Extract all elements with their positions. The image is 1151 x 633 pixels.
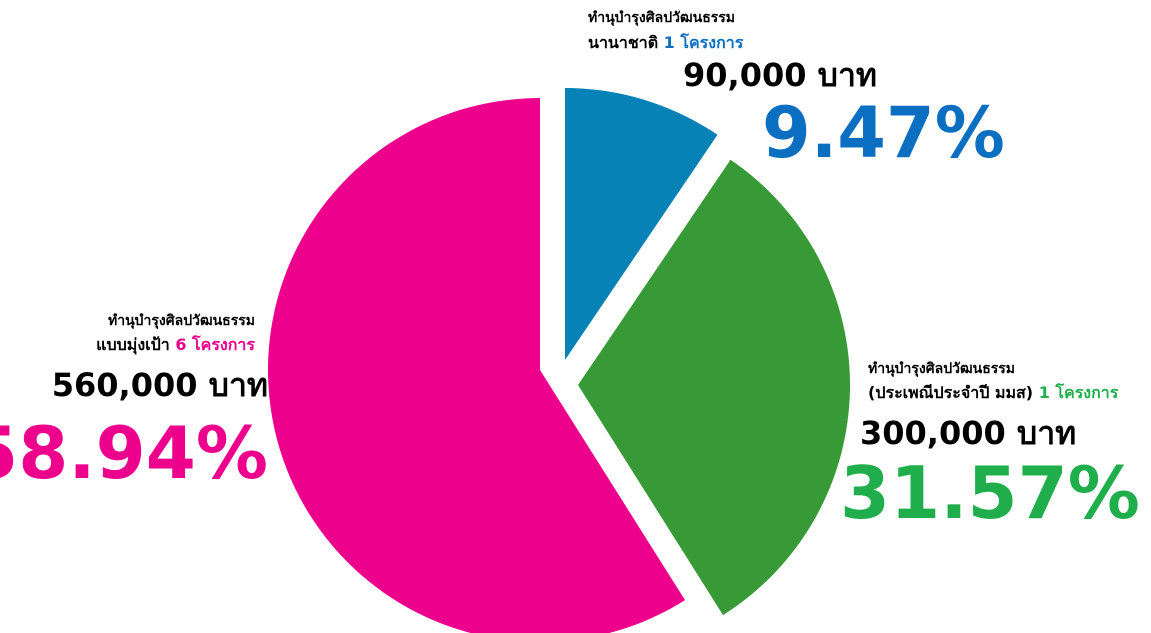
slice-name: นานาชาติ 1 โครงการ — [588, 32, 744, 52]
pie-slice — [268, 98, 686, 633]
slice-name: แบบมุ่งเป้า 6 โครงการ — [96, 334, 255, 355]
slice-name-line: แบบมุ่งเป้า — [96, 335, 170, 355]
slice-name-line: นานาชาติ — [588, 33, 658, 52]
project-count: 1 โครงการ — [664, 32, 744, 52]
amount-label: 90,000 บาท — [683, 56, 877, 94]
slice-name: (ประเพณีประจำปี มมส) 1 โครงการ — [868, 382, 1119, 402]
slice-name-line: (ประเพณีประจำปี มมส) — [868, 383, 1033, 402]
pie-slice — [578, 159, 850, 616]
project-count: 6 โครงการ — [175, 334, 255, 354]
percent-label: 31.57% — [840, 451, 1140, 535]
slice-name: ทำนุบำรุงศิลปวัฒนธรรม — [868, 361, 1015, 377]
amount-label: 300,000 บาท — [860, 414, 1076, 452]
percent-label: 58.94% — [0, 411, 268, 495]
amount-label: 560,000 บาท — [52, 366, 268, 404]
pie-slice — [565, 88, 718, 360]
slice-name: ทำนุบำรุงศิลปวัฒนธรรม — [588, 10, 735, 26]
slice-name: ทำนุบำรุงศิลปวัฒนธรรม — [108, 313, 255, 329]
percent-label: 9.47% — [762, 92, 1005, 174]
project-count: 1 โครงการ — [1039, 382, 1119, 402]
